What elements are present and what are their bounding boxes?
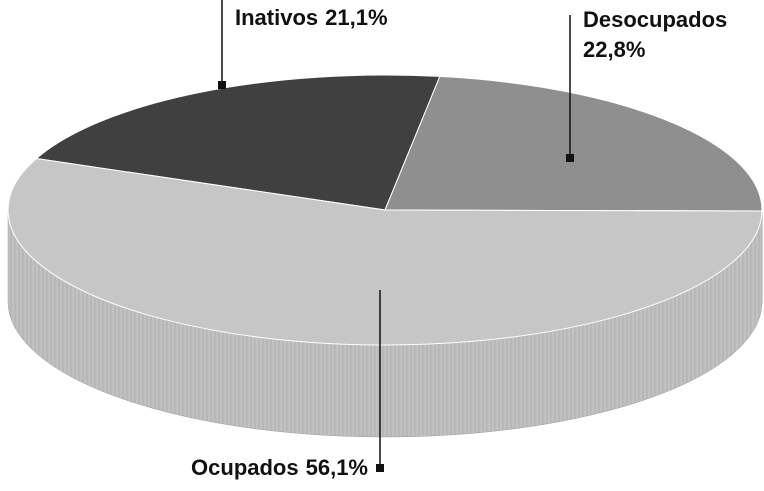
value-label: 22,8% — [583, 37, 645, 62]
leader-marker — [566, 154, 574, 162]
value-label: 56,1% — [306, 455, 368, 480]
slice — [384, 75, 763, 212]
category-label: Inativos — [235, 5, 318, 30]
leader-marker — [376, 464, 384, 472]
slice-label: Inativos 21,1% — [235, 5, 388, 30]
value-label: 21,1% — [325, 5, 387, 30]
slice — [35, 74, 441, 211]
side-texture — [8, 210, 762, 437]
category-label: Desocupados — [583, 7, 727, 32]
slice-label: Ocupados 56,1% — [191, 455, 368, 480]
leader-marker — [218, 81, 226, 89]
slice — [7, 158, 763, 346]
category-label: Ocupados — [191, 455, 299, 480]
slice-label: Desocupados 22,8% — [583, 7, 727, 62]
